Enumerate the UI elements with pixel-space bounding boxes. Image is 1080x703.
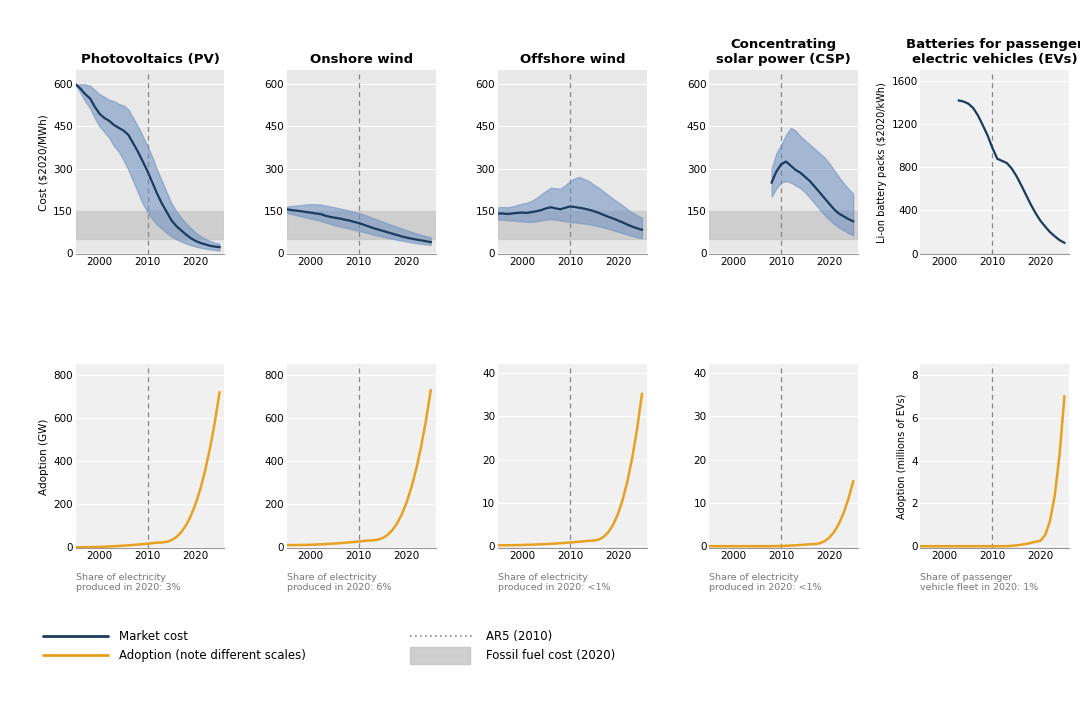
Text: AR5 (2010): AR5 (2010) [486, 630, 552, 643]
Title: Batteries for passenger
electric vehicles (EVs): Batteries for passenger electric vehicle… [906, 39, 1080, 66]
Bar [498, 211, 647, 239]
Y-axis label: Adoption (GW): Adoption (GW) [39, 418, 49, 495]
Y-axis label: Li-on battery packs ($2020/kWh): Li-on battery packs ($2020/kWh) [877, 82, 888, 243]
Text: Share of electricity
produced in 2020: <1%: Share of electricity produced in 2020: <… [498, 573, 610, 593]
Title: Photovoltaics (PV): Photovoltaics (PV) [81, 53, 219, 66]
Title: Offshore wind: Offshore wind [519, 53, 625, 66]
Text: Share of electricity
produced in 2020: 6%: Share of electricity produced in 2020: 6… [287, 573, 391, 593]
Y-axis label: Adoption (millions of EVs): Adoption (millions of EVs) [896, 394, 907, 519]
Bar [287, 211, 435, 239]
Text: Adoption (note different scales): Adoption (note different scales) [119, 649, 306, 662]
Text: Share of passenger
vehicle fleet in 2020: 1%: Share of passenger vehicle fleet in 2020… [920, 573, 1039, 593]
Text: Fossil fuel cost (2020): Fossil fuel cost (2020) [486, 649, 616, 662]
Text: Share of electricity
produced in 2020: <1%: Share of electricity produced in 2020: <… [710, 573, 822, 593]
Title: Concentrating
solar power (CSP): Concentrating solar power (CSP) [716, 39, 851, 66]
Y-axis label: Cost ($2020/MWh): Cost ($2020/MWh) [39, 114, 49, 211]
Bar [710, 211, 858, 239]
Text: Market cost: Market cost [119, 630, 188, 643]
Text: Share of electricity
produced in 2020: 3%: Share of electricity produced in 2020: 3… [76, 573, 180, 593]
Title: Onshore wind: Onshore wind [310, 53, 413, 66]
Bar [76, 211, 225, 239]
